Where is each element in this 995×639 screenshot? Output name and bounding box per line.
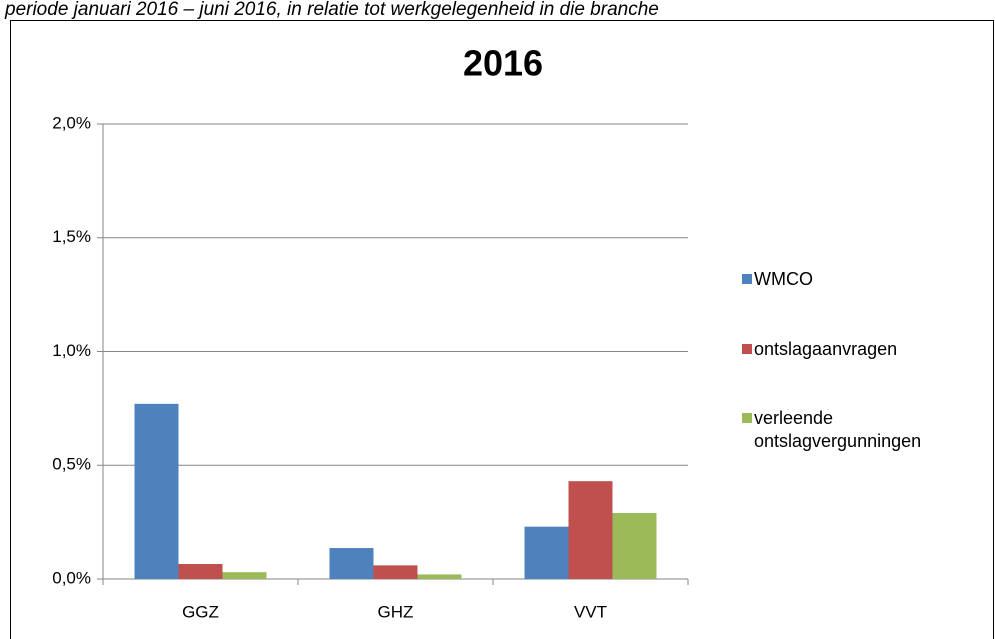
legend-item: ontslagaanvragen [742,338,970,361]
bar [373,565,418,579]
y-tick-label: 2,0% [52,113,91,132]
legend-swatch [742,274,752,284]
y-tick-label: 1,0% [52,341,91,360]
legend: WMCO ontslagaanvragen verleende ontslagver… [742,268,970,453]
y-tick-label: 0,5% [52,455,91,474]
x-tick-label: VVT [574,602,607,621]
chart-title: 2016 [463,43,543,84]
caption: periode januari 2016 – juni 2016, in rel… [4,0,659,20]
bar [222,572,267,579]
bar [612,513,657,579]
y-tick-label: 0,0% [52,568,91,587]
legend-label: WMCO [754,269,813,289]
x-tick-label: GHZ [378,602,414,621]
bar [178,563,223,579]
legend-label: ontslagaanvragen [754,339,898,359]
bar [329,548,374,579]
legend-swatch [742,344,752,354]
bar [568,481,613,579]
bar [524,526,569,579]
legend-item: verleende ontslagvergunningen [742,407,970,453]
bar [134,403,179,579]
legend-label: verleende ontslagvergunningen [754,408,922,451]
y-tick-label: 1,5% [52,227,91,246]
bar [417,574,462,579]
legend-swatch [742,413,752,423]
legend-item: WMCO [742,268,970,291]
x-tick-label: GGZ [182,602,219,621]
